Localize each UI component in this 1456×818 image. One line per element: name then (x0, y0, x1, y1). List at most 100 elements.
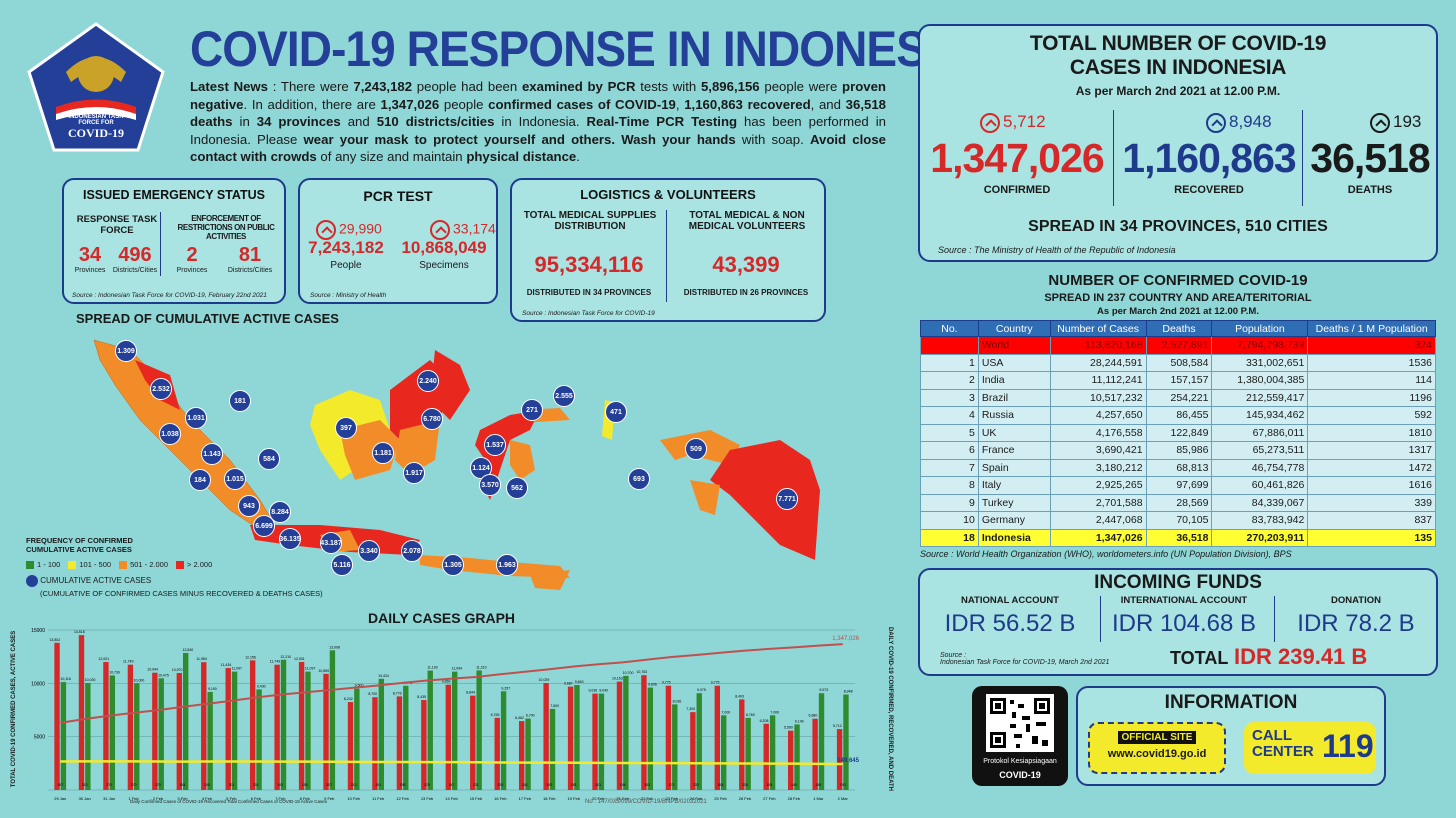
x-tick-label: 5 Feb (226, 796, 237, 801)
total-cases-panel: TOTAL NUMBER OF COVID-19 CASES IN INDONES… (918, 24, 1438, 262)
pcr-people-increase: 29,990 (339, 220, 382, 237)
confirmed-bar (836, 729, 843, 790)
news-text: proven negative (190, 79, 886, 112)
confirmed-data-label: 9,869 (442, 680, 451, 684)
qr-caption-covid: COVID-19 (999, 770, 1041, 780)
confirmed-bar (298, 661, 305, 790)
volunteers-label: TOTAL MEDICAL & NON MEDICAL VOLUNTEERS (688, 210, 806, 232)
supplies-label: TOTAL MEDICAL SUPPLIES DISTRIBUTION (523, 210, 657, 232)
confirmed-data-label: 8,844 (466, 691, 475, 695)
table-cell: 331,002,651 (1211, 353, 1309, 372)
x-tick-label: 2 Mar (838, 796, 849, 801)
official-site-url: www.covid19.go.id (1107, 748, 1207, 760)
confirmed-bar (323, 673, 329, 790)
active-case-dot: 184 (189, 469, 211, 491)
death-data-label: 153 (644, 783, 650, 787)
supplies-value: 95,334,116 (534, 252, 644, 277)
confirmed-data-label: 9,775 (711, 681, 720, 685)
table-cell: 28,244,591 (1049, 353, 1147, 372)
call-center-link[interactable]: CALL CENTER 119 (1244, 722, 1376, 774)
confirmed-bar (78, 635, 85, 790)
death-data-label: 195 (400, 783, 406, 787)
x-tick-label: 9 Feb (324, 796, 335, 801)
recovered-bar (256, 689, 262, 790)
recovered-data-label: 11,097 (232, 667, 242, 671)
map-legend-title: FREQUENCY OF CONFIRMED CUMULATIVE ACTIVE … (26, 536, 133, 554)
table-cell: 254,221 (1145, 388, 1213, 407)
qr-card[interactable]: Protokol Kesiapsiagaan COVID-19 (972, 686, 1068, 786)
legend-swatch (176, 561, 185, 570)
active-case-dot: 471 (605, 401, 627, 423)
confirmed-data-label: 9,687 (564, 682, 573, 686)
recovered-data-label: 9,430 (257, 684, 266, 688)
death-data-label: 213 (351, 783, 357, 787)
confirmed-bar (396, 696, 403, 790)
confirmed-label: CONFIRMED (983, 183, 1051, 196)
table-cell: 212,559,417 (1211, 388, 1309, 407)
confirmed-data-label: 13,802 (49, 638, 60, 642)
legend-item: 101 - 500 (68, 560, 111, 570)
people-label: People (330, 260, 362, 271)
y-tick-label: 5000 (34, 735, 45, 741)
confirmed-bar (347, 702, 354, 790)
table-row: 18 Indonesia 1,347,026 36,518 270,203,911 135 (920, 528, 1436, 547)
recovered-data-label: 13,098 (329, 645, 340, 649)
table-cell: 11,112,241 (1049, 371, 1147, 390)
table-row: 2 India 11,112,241 157,157 1,380,004,385 114 (920, 371, 1436, 390)
table-header: Number of Cases (1049, 320, 1147, 337)
confirmed-bar (763, 723, 769, 790)
death-data-label: 247 (449, 783, 455, 787)
recovered-data-label: 7,000 (770, 710, 779, 714)
table-row: 6 France 3,690,421 85,986 65,273,511 1317 (920, 441, 1436, 460)
recovered-data-label: 8,948 (844, 690, 853, 694)
confirmed-data-label: 10,163 (612, 677, 623, 681)
table-cell: 67,886,011 (1211, 423, 1309, 442)
active-case-dot: 1.181 (372, 442, 394, 464)
pcr-specimen-increase: 33,174 (453, 220, 496, 237)
task-force-districts: 496 (118, 244, 152, 266)
table-cell: 1196 (1307, 388, 1436, 407)
volunteers-value: 43,399 (712, 252, 780, 277)
confirmed-bar (201, 662, 207, 790)
table-cell: 68,813 (1145, 458, 1213, 477)
x-tick-label: 18 Feb (543, 796, 556, 801)
news-text: 5,896,156 (700, 79, 760, 94)
recovered-data-label: 10,030 (85, 678, 96, 682)
recovered-bar (721, 715, 727, 790)
confirmed-data-label: 7,300 (686, 707, 695, 711)
news-text: 34 provinces (256, 114, 341, 129)
death-data-label: 233 (693, 783, 699, 787)
table-cell: 65,273,511 (1211, 441, 1309, 460)
y-tick-label: 10000 (31, 681, 45, 687)
active-case-dot: 1.143 (201, 443, 223, 465)
news-text: 7,243,182 (353, 79, 413, 94)
active-case-dot: 2.555 (553, 385, 575, 407)
confirmed-bar (421, 700, 427, 790)
supplies-distribution: DISTRIBUTED IN 34 PROVINCES (526, 288, 652, 297)
official-site-link[interactable]: OFFICIAL SITE www.covid19.go.id (1088, 722, 1226, 774)
confirmed-data-label: 8,776 (393, 691, 402, 695)
response-task-force-label: RESPONSE TASK FORCE (76, 214, 158, 236)
table-cell: 1317 (1307, 441, 1436, 460)
specimens-label: Specimens (419, 260, 469, 271)
table-cell: 6 (920, 441, 979, 460)
table-cell: 837 (1307, 511, 1436, 530)
recovered-bar (623, 675, 629, 790)
recovered-bar (549, 708, 556, 790)
table-row: 1 USA 28,244,591 508,584 331,002,651 1536 (920, 353, 1436, 372)
active-case-dot: 693 (628, 468, 650, 490)
confirmed-data-label: 12,001 (98, 657, 109, 661)
table-cell: 122,849 (1145, 423, 1213, 442)
recovered-bar (403, 685, 409, 790)
recovered-bar (354, 688, 360, 790)
table-cell: 2 (920, 371, 979, 390)
news-text: 510 districts/cities (376, 114, 495, 129)
emergency-title: ISSUED EMERGENCY STATUS (83, 188, 265, 202)
international-label: INTERNATIONAL ACCOUNT (1120, 595, 1248, 606)
news-text: physical distance (466, 149, 577, 164)
daily-cases-chart: 15000 10000 5000 13,802 10,116 187 29 Jan 14,51… (31, 628, 860, 801)
logo-text: INDONESIAN TASK FORCE FOR COVID-19 (68, 114, 124, 140)
international-value: IDR 104.68 B (1111, 610, 1257, 637)
recovered-data-label: 10,700 (623, 671, 634, 675)
active-case-dot: 43.187 (320, 532, 342, 554)
